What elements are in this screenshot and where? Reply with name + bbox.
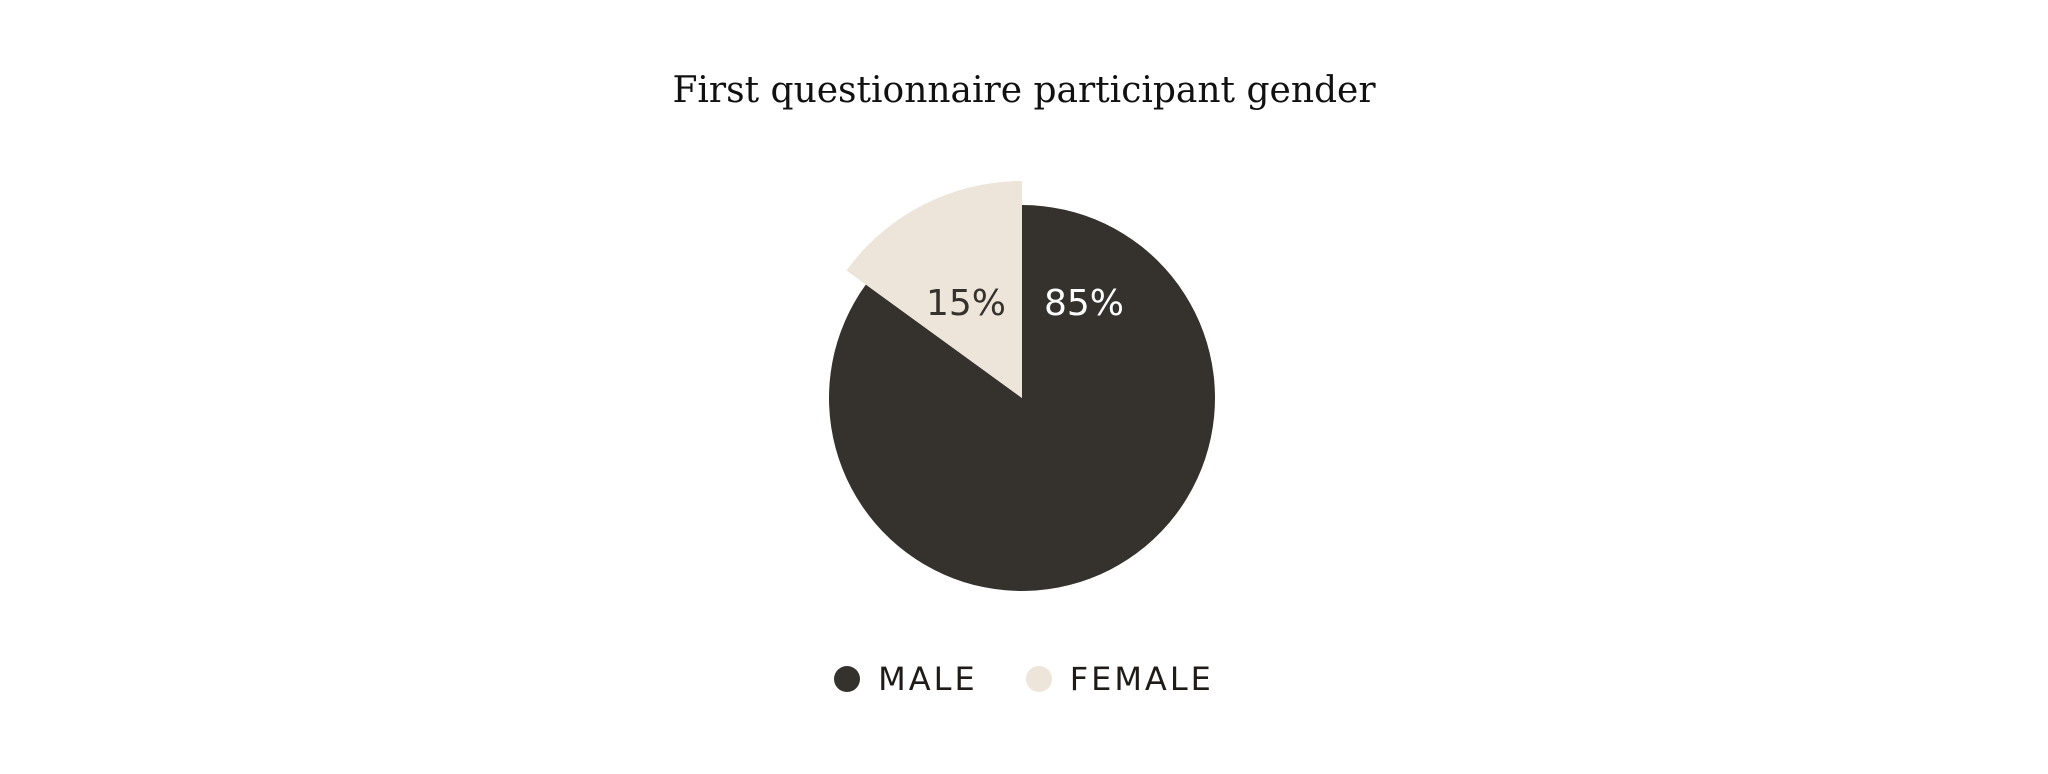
pie-slice-female[interactable] [846,181,1022,398]
legend-label-female: FEMALE [1069,660,1214,698]
legend-item-female[interactable]: FEMALE [1025,660,1214,698]
legend-swatch-male [834,666,861,692]
slice-label-male: 85% [1044,283,1124,324]
legend-item-male[interactable]: MALE [834,660,978,698]
legend: MALE FEMALE [0,660,2048,698]
legend-label-male: MALE [878,660,978,698]
chart-title: First questionnaire participant gender [672,70,1376,111]
legend-swatch-female [1025,666,1052,692]
slice-label-female: 15% [926,283,1006,324]
